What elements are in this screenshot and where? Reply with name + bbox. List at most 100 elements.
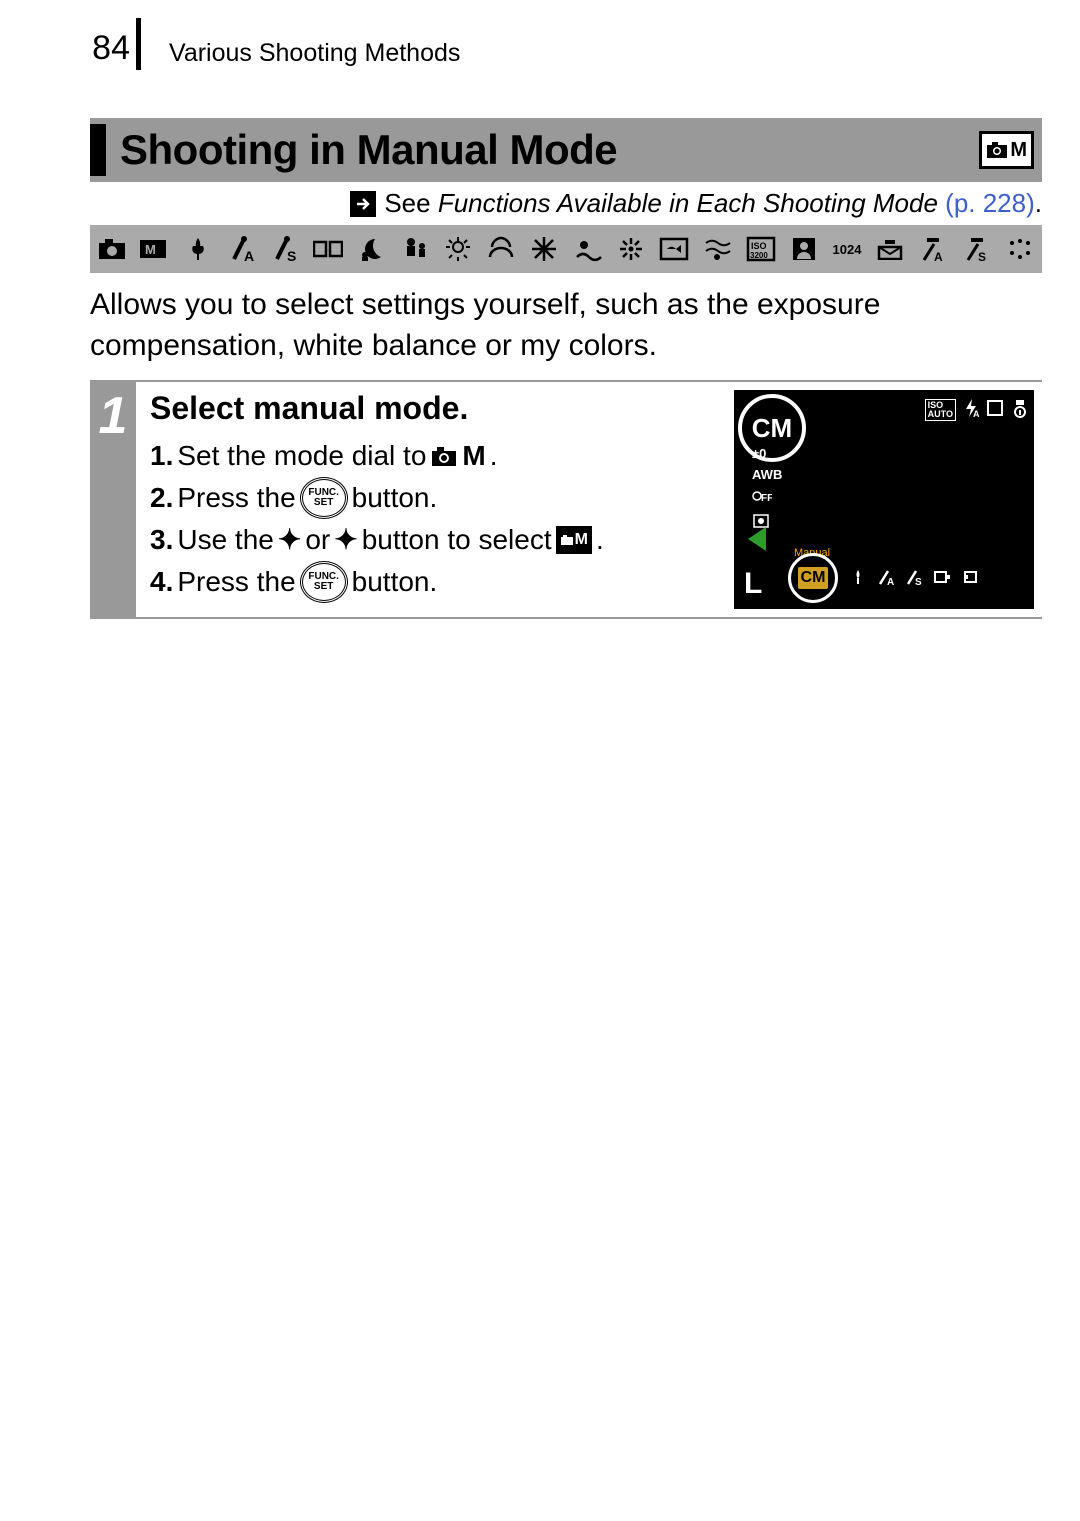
step-line-3-mid2: button to select (362, 519, 552, 561)
step-bullet-4: 4. (150, 561, 173, 603)
title-accent (90, 124, 106, 176)
step-line-2-pre: Press the (177, 477, 295, 519)
step-line-1: 1. Set the mode dial to M . (150, 435, 720, 477)
svg-text:S: S (978, 250, 986, 262)
lcd-bottom-cm-circle: CM (788, 553, 838, 603)
mode-icon-indoor (442, 233, 474, 265)
xref-text: See Functions Available in Each Shooting… (384, 188, 1042, 219)
mode-icon-kids (399, 233, 431, 265)
page: 84 Various Shooting Methods Shooting in … (0, 0, 1080, 1521)
svg-text:A: A (887, 577, 894, 586)
svg-text:FF: FF (761, 493, 772, 504)
mode-icon-1024: 1024 (831, 233, 863, 265)
lcd-bottom-icon-1 (850, 568, 866, 589)
cm-box-icon: M (556, 526, 592, 554)
lcd-off-item: FF (752, 488, 782, 507)
step-bullet-2: 2. (150, 477, 173, 519)
mode-icon-auto (96, 233, 128, 265)
lcd-ev-item: ±0 (752, 446, 782, 461)
mode-icon-foliage (485, 233, 517, 265)
step-bullet-3: 3. (150, 519, 173, 561)
mode-icon-cm: M (139, 233, 171, 265)
svg-text:S: S (915, 577, 922, 586)
lcd-play-icon (748, 527, 766, 551)
right-arrow-icon: ✦ (334, 519, 357, 561)
lcd-iso-icon: ISOAUTO (925, 399, 956, 421)
header-row: 84 Various Shooting Methods (0, 0, 1080, 70)
lcd-inner: CM ISOAUTO A (734, 390, 1034, 609)
svg-text:A: A (934, 250, 943, 262)
mode-icon-movie-s: S (961, 233, 993, 265)
step-number: 1 (99, 386, 128, 446)
lcd-bottom-icon-2: A (876, 568, 894, 589)
mode-icon-beach (572, 233, 604, 265)
lcd-bottom-icon-3: S (904, 568, 922, 589)
svg-text:A: A (244, 248, 254, 263)
step-line-4-pre: Press the (177, 561, 295, 603)
mode-icon-timer-a: A (226, 233, 258, 265)
lcd-bottom-icons: A S (850, 568, 982, 589)
lcd-cm-text: CM (752, 413, 792, 444)
lcd-awb-item: AWB (752, 467, 782, 482)
step-line-4-post: button. (352, 561, 438, 603)
camera-m-icon: M (430, 435, 485, 477)
content-area: Shooting in Manual Mode M See Functions … (90, 118, 1042, 619)
lcd-frame-icon (986, 399, 1004, 420)
svg-text:M: M (145, 242, 156, 257)
lcd-lock-icon (1010, 398, 1026, 421)
step-line-2-post: button. (352, 477, 438, 519)
header-section-title: Various Shooting Methods (141, 39, 460, 70)
step-line-3-post: . (596, 519, 604, 561)
lcd-top-right: ISOAUTO A (925, 398, 1026, 421)
mode-badge-m: M (1010, 139, 1027, 162)
func-set-icon: FUNC.SET (300, 477, 348, 519)
lcd-bottom-icon-5 (962, 569, 982, 588)
page-number: 84 (92, 29, 130, 68)
step-number-col: 1 (90, 382, 136, 617)
step-bullet-1: 1. (150, 435, 173, 477)
step-line-3-mid: or (305, 519, 330, 561)
mode-icon-snow (528, 233, 560, 265)
mode-icon-portrait (788, 233, 820, 265)
mode-icon-fireworks (615, 233, 647, 265)
left-arrow-icon: ✦ (278, 519, 301, 561)
svg-text:3200: 3200 (750, 251, 768, 260)
lcd-bottom-icon-4 (932, 569, 952, 588)
step-line-2: 2. Press the FUNC.SET button. (150, 477, 720, 519)
mode-icon-iso: ISO3200 (745, 233, 777, 265)
page-number-block: 84 (0, 18, 141, 70)
lcd-bottom-cm: CM (798, 567, 829, 589)
svg-text:ISO: ISO (751, 241, 767, 251)
mode-icon-underwater (701, 233, 733, 265)
body-paragraph: Allows you to select settings yourself, … (90, 285, 1042, 366)
xref-page-link[interactable]: (p. 228) (945, 188, 1035, 218)
mode-icon-night (355, 233, 387, 265)
step-line-1-post: . (490, 435, 498, 477)
xref-see: See (384, 188, 430, 218)
xref-period: . (1035, 188, 1042, 218)
step-title: Select manual mode. (150, 390, 720, 427)
mode-icon-interval (1004, 233, 1036, 265)
lcd-left-stack: ±0 AWB FF (752, 446, 782, 532)
title-bar-left: Shooting in Manual Mode (90, 124, 617, 176)
step-1: 1 Select manual mode. 1. Set the mode di… (90, 380, 1042, 619)
svg-text:S: S (287, 248, 296, 263)
mode-badge: M (979, 131, 1034, 169)
step-text-col: Select manual mode. 1. Set the mode dial… (136, 382, 734, 617)
mode-icon-stitch (312, 233, 344, 265)
step-line-3-pre: Use the (177, 519, 274, 561)
lcd-flash-icon: A (962, 398, 980, 421)
lcd-size-l: L (744, 567, 762, 601)
step-line-1-pre: Set the mode dial to (177, 435, 426, 477)
step-line-4: 4. Press the FUNC.SET button. (150, 561, 720, 603)
mode-icon-macro (182, 233, 214, 265)
xref-row: See Functions Available in Each Shooting… (90, 188, 1042, 219)
mode-icon-aquarium (658, 233, 690, 265)
xref-title: Functions Available in Each Shooting Mod… (438, 188, 938, 218)
arrow-right-icon (350, 191, 376, 217)
main-title: Shooting in Manual Mode (120, 126, 617, 174)
mode-icon-mail (874, 233, 906, 265)
lcd-preview: CM ISOAUTO A (734, 390, 1034, 609)
func-set-icon-2: FUNC.SET (300, 561, 348, 603)
title-bar: Shooting in Manual Mode M (90, 118, 1042, 182)
